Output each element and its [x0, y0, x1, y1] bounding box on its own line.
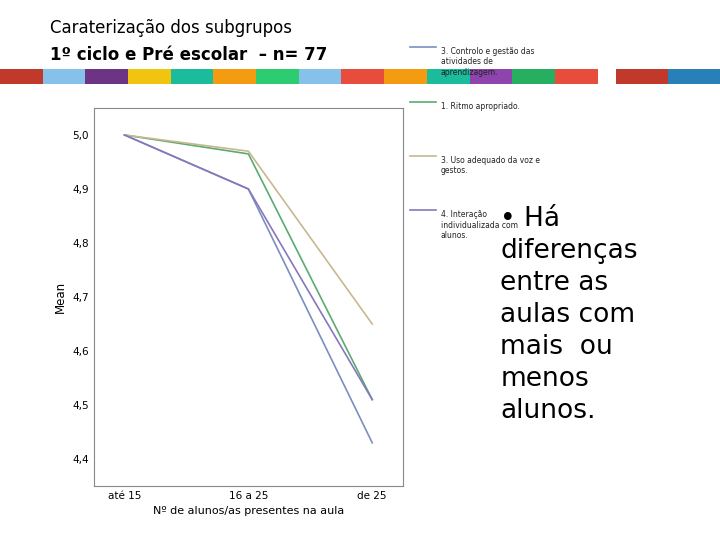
Y-axis label: Mean: Mean [53, 281, 66, 313]
Text: 4. Interação
individualizada com
alunos.: 4. Interação individualizada com alunos. [441, 211, 518, 240]
Bar [86, 69, 107, 84]
Bar [64, 69, 86, 84]
Bar [235, 69, 256, 84]
Bar [616, 69, 642, 84]
Bar [128, 69, 150, 84]
Bar [668, 69, 694, 84]
Bar [405, 69, 427, 84]
Bar [491, 69, 512, 84]
Bar [0, 69, 22, 84]
Bar [534, 69, 555, 84]
Bar [448, 69, 469, 84]
Bar [277, 69, 299, 84]
Bar [42, 69, 64, 84]
Bar [299, 69, 320, 84]
Text: • Há
diferenças
entre as
aulas com
mais  ou
menos
alunos.: • Há diferenças entre as aulas com mais … [500, 206, 638, 424]
Bar [320, 69, 341, 84]
Bar [427, 69, 448, 84]
Bar [150, 69, 171, 84]
Text: 1º ciclo e Pré escolar  – n= 77: 1º ciclo e Pré escolar – n= 77 [50, 46, 328, 64]
Bar [384, 69, 405, 84]
Text: 3. Uso adequado da voz e
gestos.: 3. Uso adequado da voz e gestos. [441, 156, 540, 176]
Bar [642, 69, 668, 84]
Bar [576, 69, 598, 84]
Text: 3. Controlo e gestão das
atividades de
aprendizagem.: 3. Controlo e gestão das atividades de a… [441, 47, 534, 77]
Text: Caraterização dos subgrupos: Caraterização dos subgrupos [50, 19, 292, 37]
Bar [363, 69, 384, 84]
Bar [256, 69, 277, 84]
Bar [107, 69, 128, 84]
Bar [22, 69, 42, 84]
Bar [469, 69, 491, 84]
Bar [213, 69, 235, 84]
X-axis label: Nº de alunos/as presentes na aula: Nº de alunos/as presentes na aula [153, 507, 344, 516]
Bar [171, 69, 192, 84]
Bar [694, 69, 720, 84]
Bar [512, 69, 534, 84]
Text: 1. Ritmo apropriado.: 1. Ritmo apropriado. [441, 102, 520, 111]
Bar [341, 69, 363, 84]
Bar [555, 69, 576, 84]
Bar [192, 69, 213, 84]
